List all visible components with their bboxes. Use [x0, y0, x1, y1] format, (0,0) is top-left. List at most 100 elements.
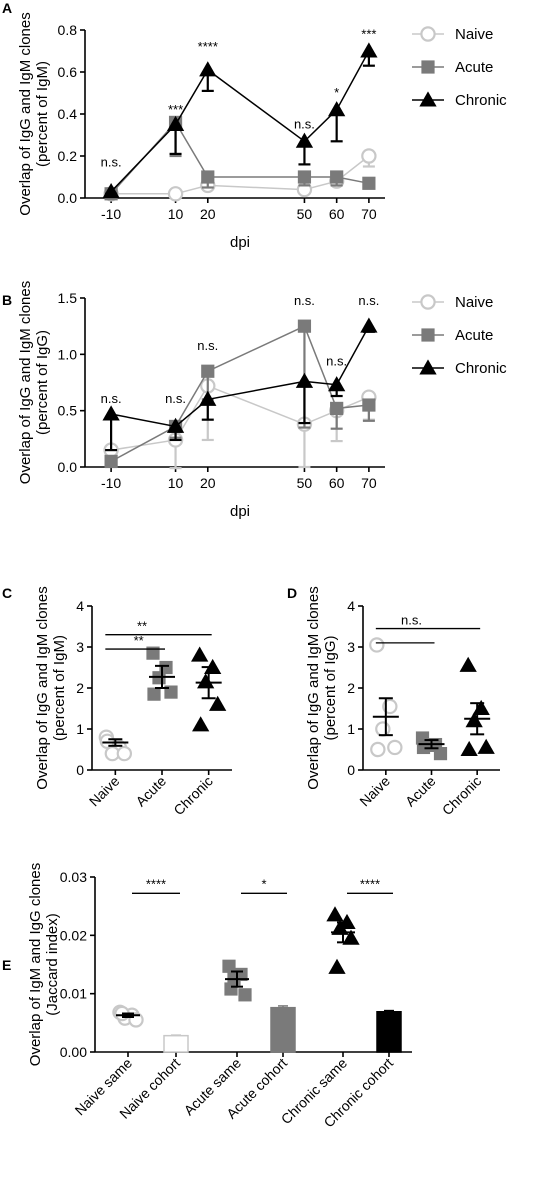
x-tick-label: Acute	[402, 773, 439, 810]
series-chronic	[102, 317, 378, 452]
x-tick-label: -10	[101, 475, 121, 491]
legend-marker	[421, 328, 435, 342]
data-point	[224, 982, 238, 996]
x-axis-label: dpi	[230, 503, 250, 520]
data-point	[104, 454, 118, 468]
significance-label: *	[261, 876, 266, 891]
data-point	[362, 398, 376, 412]
x-tick-label: 50	[297, 206, 313, 222]
data-point	[387, 739, 403, 756]
data-point	[201, 170, 215, 184]
y-axis-label-line: Overlap of IgG and IgM clones	[34, 586, 51, 789]
data-point	[328, 101, 346, 117]
x-tick-label: -10	[101, 206, 121, 222]
x-tick-label: Naive	[356, 773, 393, 810]
significance-label: n.s.	[101, 391, 122, 406]
data-point	[166, 417, 185, 433]
data-point	[459, 656, 477, 672]
data-point	[375, 721, 391, 737]
data-point	[238, 988, 252, 1002]
y-tick-label: 1	[347, 721, 355, 737]
data-point	[201, 364, 215, 378]
significance-label: ****	[146, 876, 166, 891]
data-point	[472, 699, 490, 715]
data-point	[326, 906, 344, 922]
y-axis-label-line: (percent of IgG)	[322, 635, 339, 740]
significance-label: ****	[360, 876, 380, 891]
panel-D: D 0 1 2 3 4 Overlap of IgG and IgM clones(perc…	[287, 585, 500, 818]
y-tick-label: 3	[76, 639, 84, 655]
series-chronic	[102, 42, 378, 199]
group-acute	[415, 731, 448, 761]
panel-A: A 0.0 0.2 0.4 0.6 0.8 -10 10 20 50 60 70 dpi Overlap …	[2, 0, 507, 251]
y-tick-label: 0.4	[58, 106, 78, 122]
y-tick-label: 3	[347, 639, 355, 655]
y-axis-label-line: (percent of IgG)	[34, 330, 51, 435]
y-axis-label-line: Overlap of IgM and IgG clones	[27, 863, 44, 1066]
significance-label: n.s.	[165, 391, 186, 406]
legend-label: Naive	[455, 26, 493, 43]
data-point	[209, 695, 227, 711]
bar	[163, 1034, 189, 1053]
x-tick-label: 10	[168, 206, 184, 222]
y-axis-label: Overlap of IgG and IgM clones(percent of…	[17, 12, 51, 215]
panel-letter: A	[2, 0, 12, 16]
data-point	[362, 176, 376, 190]
data-point	[297, 170, 312, 184]
group-naive	[369, 637, 403, 758]
data-point	[360, 317, 378, 333]
legend-label: Acute	[455, 327, 493, 344]
data-point	[99, 733, 116, 750]
group-chronic-same	[326, 906, 360, 974]
x-tick-label: Chronic	[170, 773, 215, 818]
data-point	[433, 747, 448, 761]
data-point	[116, 745, 133, 762]
group-chronic	[191, 646, 227, 732]
data-point	[477, 738, 495, 754]
data-point	[328, 958, 346, 974]
x-tick-label: 10	[168, 475, 184, 491]
data-point	[102, 405, 120, 421]
y-tick-label: 0.8	[58, 22, 78, 38]
y-tick-label: 0.01	[60, 986, 87, 1002]
data-point	[295, 372, 314, 388]
x-tick-label: Acute	[132, 773, 169, 810]
y-tick-label: 2	[347, 680, 355, 696]
data-point	[330, 401, 344, 416]
data-point	[370, 741, 386, 758]
y-tick-label: 0	[76, 762, 84, 778]
x-tick-label: 70	[361, 206, 377, 222]
data-point	[331, 919, 349, 935]
data-point	[360, 42, 378, 58]
y-tick-label: 1.5	[58, 290, 78, 306]
series-line	[110, 50, 370, 193]
group-naive-same	[112, 1004, 144, 1028]
data-point	[167, 186, 184, 202]
significance-label: n.s.	[358, 293, 379, 308]
significance-label: **	[137, 619, 147, 634]
y-tick-label: 0.0	[58, 190, 78, 206]
panel-letter: D	[287, 585, 297, 601]
data-point	[295, 132, 314, 148]
y-tick-label: 0.0	[58, 459, 78, 475]
y-tick-label: 1.0	[58, 346, 78, 362]
legend-label: Chronic	[455, 92, 507, 109]
y-tick-label: 0	[347, 762, 355, 778]
significance-label: ***	[168, 102, 183, 117]
significance-label: n.s.	[401, 613, 422, 628]
panel-B: B 0.0 0.5 1.0 1.5 -10 10 20 50 60 70 dpi Overlap of …	[2, 281, 507, 520]
x-tick-label: 70	[361, 475, 377, 491]
panel-letter: C	[2, 585, 12, 601]
panel-letter: E	[2, 957, 11, 973]
group-chronic	[459, 656, 495, 756]
x-tick-label: Chronic	[439, 773, 484, 818]
significance-label: n.s.	[294, 117, 315, 132]
y-tick-label: 1	[76, 721, 84, 737]
group-acute	[146, 646, 178, 701]
bar	[270, 1006, 296, 1053]
y-tick-label: 4	[347, 598, 355, 614]
x-tick-label: 50	[297, 475, 313, 491]
x-tick-label: Naive	[86, 773, 123, 810]
